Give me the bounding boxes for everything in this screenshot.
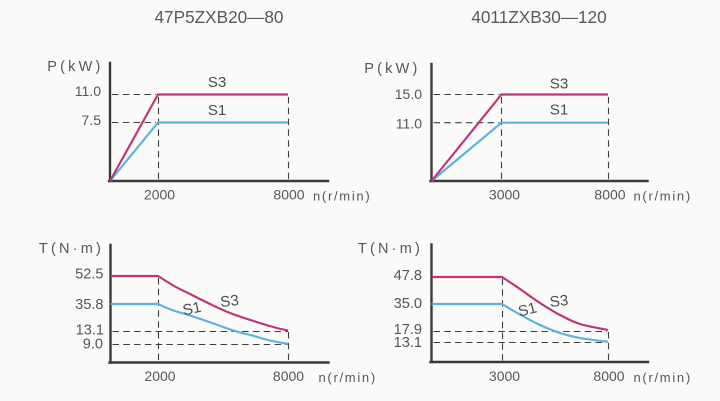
svg-text:S1: S1 [208,102,227,119]
svg-text:11.0: 11.0 [396,116,422,132]
svg-text:P(kW): P(kW) [47,59,103,75]
svg-text:S1: S1 [181,299,203,319]
svg-text:2000: 2000 [144,368,175,384]
svg-text:T(N·m): T(N·m) [358,241,423,257]
svg-text:3000: 3000 [489,187,520,203]
svg-text:35.0: 35.0 [394,296,422,312]
svg-text:11.0: 11.0 [75,83,101,99]
svg-text:8000: 8000 [594,187,625,203]
svg-text:13.1: 13.1 [76,323,104,339]
svg-text:S3: S3 [208,74,227,91]
svg-text:S1: S1 [516,300,538,321]
svg-text:17.9: 17.9 [394,322,422,338]
svg-text:15.0: 15.0 [395,86,422,102]
svg-text:S1: S1 [550,102,569,119]
svg-text:47.8: 47.8 [394,268,422,284]
svg-text:7.5: 7.5 [82,112,102,128]
svg-text:n(r/min): n(r/min) [313,189,371,204]
svg-text:P(kW): P(kW) [364,61,420,77]
svg-text:T(N·m): T(N·m) [39,241,104,257]
svg-text:3000: 3000 [489,368,520,384]
svg-text:8000: 8000 [593,368,624,384]
svg-text:35.8: 35.8 [75,297,103,313]
svg-text:4011ZXB30—120: 4011ZXB30—120 [471,7,606,27]
svg-text:2000: 2000 [144,187,175,203]
svg-text:S3: S3 [219,292,239,311]
svg-text:47P5ZXB20—80: 47P5ZXB20—80 [155,7,284,27]
svg-text:13.1: 13.1 [394,335,422,351]
svg-text:8000: 8000 [273,368,304,384]
svg-text:9.0: 9.0 [83,337,103,353]
svg-text:n(r/min): n(r/min) [634,370,692,385]
svg-text:S3: S3 [549,292,569,311]
svg-text:n(r/min): n(r/min) [319,370,377,385]
svg-text:8000: 8000 [273,187,304,203]
svg-text:S3: S3 [550,76,569,93]
svg-text:52.5: 52.5 [75,267,103,283]
svg-text:n(r/min): n(r/min) [634,189,692,204]
